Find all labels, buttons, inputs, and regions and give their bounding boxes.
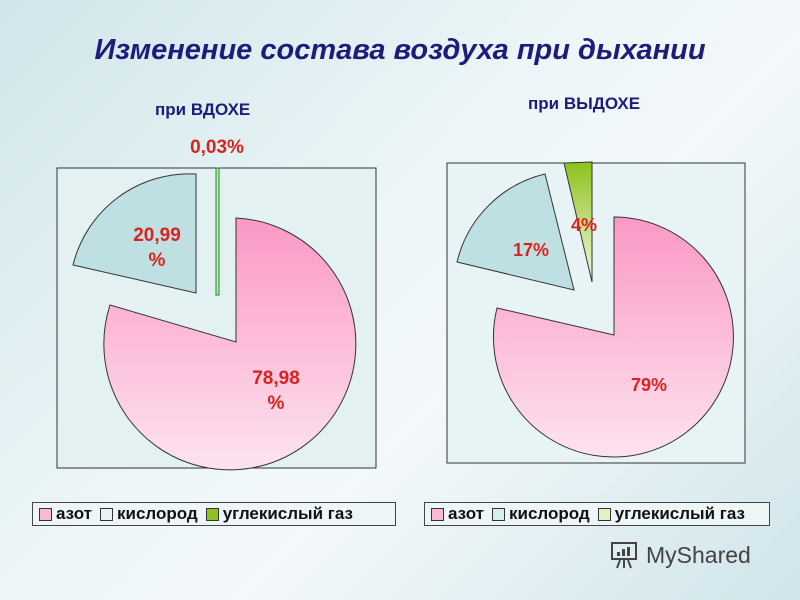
legend-item-oxygen: кислород xyxy=(99,504,198,524)
inhale-subtitle: при ВДОХЕ xyxy=(155,100,251,119)
legend-item-nitrogen: азот xyxy=(431,504,484,524)
inhale-oxygen-pct: % xyxy=(149,250,166,271)
watermark-text: MyShared xyxy=(646,541,751,568)
legend-swatch-icon xyxy=(597,507,611,521)
legend-swatch-icon xyxy=(99,507,113,521)
legend-swatch-icon xyxy=(431,507,444,521)
legend-label: углекислый газ xyxy=(222,504,353,523)
legend-label: кислород xyxy=(508,504,590,523)
exhale-oxygen-label: 17% xyxy=(513,240,549,260)
inhale-nitrogen-label: 78,98 xyxy=(252,368,300,389)
legend-swatch-icon xyxy=(205,507,219,521)
exhale-co2-label: 4% xyxy=(571,215,597,235)
inhale-oxygen-label: 20,99 xyxy=(133,225,181,246)
legend-label: азот xyxy=(56,504,92,523)
page-title: Изменение состава воздуха при дыхании xyxy=(94,34,706,66)
legend-item-co2: углекислый газ xyxy=(205,504,353,524)
inhale-nitrogen-pct: % xyxy=(268,393,285,414)
inhale-legend: азот кислород углекислый газ xyxy=(32,502,396,526)
legend-label: углекислый газ xyxy=(614,504,745,523)
legend-swatch-icon xyxy=(491,507,505,521)
exhale-subtitle: при ВЫДОХЕ xyxy=(528,94,641,113)
inhale-co2-label: 0,03% xyxy=(190,137,244,158)
exhale-co2-slice xyxy=(563,161,593,283)
legend-label: кислород xyxy=(116,504,198,523)
inhale-oxygen-slice xyxy=(72,173,197,294)
exhale-legend: азот кислород углекислый газ xyxy=(424,502,770,526)
inhale-co2-slice xyxy=(215,167,220,296)
legend-item-co2: углекислый газ xyxy=(597,504,745,524)
exhale-oxygen-slice xyxy=(456,173,575,291)
legend-item-oxygen: кислород xyxy=(491,504,590,524)
legend-swatch-icon xyxy=(39,507,52,521)
legend-item-nitrogen: азот xyxy=(39,504,92,524)
exhale-nitrogen-label: 79% xyxy=(631,375,667,395)
inhale-nitrogen-slice xyxy=(103,217,357,471)
presentation-board-icon xyxy=(611,542,637,569)
watermark: MyShared xyxy=(608,540,751,570)
exhale-nitrogen-slice xyxy=(492,216,734,458)
legend-label: азот xyxy=(448,504,484,523)
